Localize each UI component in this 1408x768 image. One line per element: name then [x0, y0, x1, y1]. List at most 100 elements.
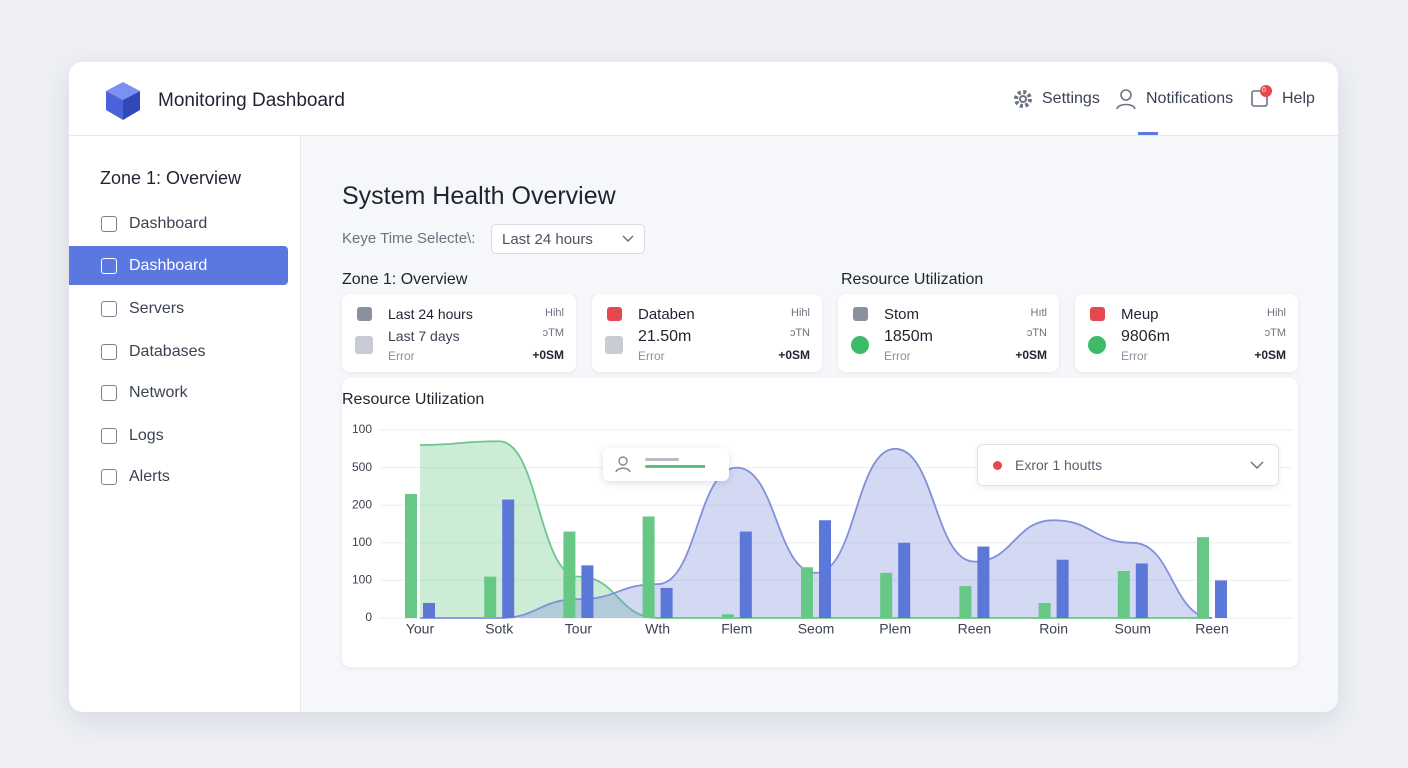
card-side: +0SM: [532, 348, 564, 362]
bar: [581, 565, 594, 618]
y-tick-label: 100: [352, 535, 372, 549]
chevron: [1250, 461, 1264, 470]
x-tick-label: Tour: [565, 621, 593, 637]
series-dropdown[interactable]: Exror 1 houtts: [977, 444, 1279, 486]
bar: [484, 576, 497, 618]
card-icon: [357, 307, 372, 321]
area-fill: [420, 448, 1212, 618]
user-icon[interactable]: [1115, 88, 1137, 110]
nav-item[interactable]: Servers: [69, 289, 288, 328]
stat-card: Stom 1850m Error Hıtl ↄTN +0SM: [838, 294, 1059, 372]
card-line: Error: [638, 349, 665, 363]
dropdown-text: Exror 1 houtts: [1015, 457, 1103, 473]
nav-icon: [101, 344, 117, 360]
nav-icon: [101, 258, 117, 274]
window: Monitoring Dashboard Settings Notificati…: [69, 62, 1338, 712]
page-title: System Health Overview: [342, 182, 616, 210]
bar: [405, 493, 417, 618]
card-side: ↄTN: [1026, 327, 1047, 339]
tooltip-graphic: [615, 456, 705, 473]
card-icon: [851, 336, 869, 354]
x-tick-label: Your: [406, 621, 435, 637]
x-tick-label: Seom: [798, 621, 835, 637]
x-tick-label: Wth: [645, 621, 670, 637]
x-tick-label: Flem: [721, 621, 752, 637]
card-icon: [607, 307, 622, 321]
bar: [423, 602, 435, 618]
x-tick-label: Sotk: [485, 621, 514, 637]
nav-icon: [101, 385, 117, 401]
y-tick-label: 100: [352, 573, 372, 587]
bar: [977, 546, 990, 618]
card-line: Stom: [884, 306, 920, 323]
section-title: Zone 1: Overview: [342, 271, 468, 288]
bar: [898, 542, 911, 618]
chevron: [622, 235, 634, 243]
chart-title: Resource Utilization: [342, 391, 484, 408]
bar: [1117, 571, 1130, 618]
time-select[interactable]: Last 24 hours: [491, 224, 645, 254]
status-dot: [993, 461, 1002, 470]
nav-item[interactable]: Logs: [69, 416, 288, 455]
header: Monitoring Dashboard Settings Notificati…: [69, 62, 1338, 136]
nav-icon: [101, 301, 117, 317]
x-tick-label: Plem: [879, 621, 911, 637]
x-tick-label: Reen: [1195, 621, 1228, 637]
bar: [1197, 537, 1209, 618]
card-side: Hihl: [1267, 307, 1286, 319]
stat-card: Databen 21.50m Error Hihl ↄTN +0SM: [592, 294, 822, 372]
nav-item[interactable]: Dashboard: [69, 204, 288, 243]
card-line: 9806m: [1121, 328, 1170, 345]
card-line: Databen: [638, 306, 695, 323]
card-line: Error: [884, 349, 911, 363]
bar: [880, 572, 893, 618]
nav-item[interactable]: Dashboard: [69, 246, 288, 285]
nav-icon: [101, 469, 117, 485]
bar: [642, 516, 655, 618]
nav-label: Dashboard: [129, 257, 208, 274]
y-tick-label: 500: [352, 460, 372, 474]
bar: [801, 567, 813, 618]
card-line: Last 7 days: [388, 328, 460, 344]
card-line: Meup: [1121, 306, 1159, 323]
bar: [1215, 580, 1227, 618]
nav-link[interactable]: Notifications: [1146, 90, 1234, 107]
nav-label: Logs: [129, 427, 164, 444]
bar: [1135, 563, 1148, 618]
card-side: +0SM: [778, 348, 810, 362]
bar: [502, 499, 515, 618]
stat-card: Last 24 hours Last 7 days Error Hihl ↄTM +0SM: [342, 294, 576, 372]
y-tick-label: 100: [352, 422, 372, 436]
card-icon: [355, 336, 373, 354]
card-side: ↄTN: [789, 327, 810, 339]
nav-item[interactable]: Alerts: [69, 457, 288, 496]
card-side: Hıtl: [1030, 307, 1048, 319]
nav-label: Alerts: [129, 468, 170, 485]
nav-link[interactable]: Help: [1282, 90, 1315, 107]
nav-label: Databases: [129, 343, 206, 360]
bar: [563, 531, 576, 618]
nav-indicator: [1138, 132, 1158, 135]
card-line: Error: [1121, 349, 1148, 363]
nav-item[interactable]: Databases: [69, 332, 288, 371]
settings-icon[interactable]: [1012, 88, 1034, 110]
stat-card: Meup 9806m Error Hihl ↄTM +0SM: [1075, 294, 1298, 372]
card-side: +0SM: [1254, 348, 1286, 362]
nav-link[interactable]: Settings: [1042, 90, 1100, 107]
time-value: Last 24 hours: [502, 231, 593, 248]
help-icon[interactable]: [1249, 84, 1275, 110]
area-fill: [420, 441, 1212, 618]
nav-item[interactable]: Network: [69, 373, 288, 412]
nav-icon: [101, 428, 117, 444]
app-title: Monitoring Dashboard: [158, 90, 345, 111]
area-line: [420, 447, 1213, 619]
card-side: Hihl: [545, 307, 564, 319]
chart: Resource Utilization 0 100 100 200 500 100 You…: [342, 391, 1292, 637]
sidebar-title: Zone 1: Overview: [100, 168, 242, 188]
card-line: 21.50m: [638, 328, 692, 345]
logo: [106, 82, 140, 120]
nav-icon: [101, 216, 117, 232]
tooltip: [603, 448, 729, 481]
nav-label: Dashboard: [129, 215, 208, 232]
